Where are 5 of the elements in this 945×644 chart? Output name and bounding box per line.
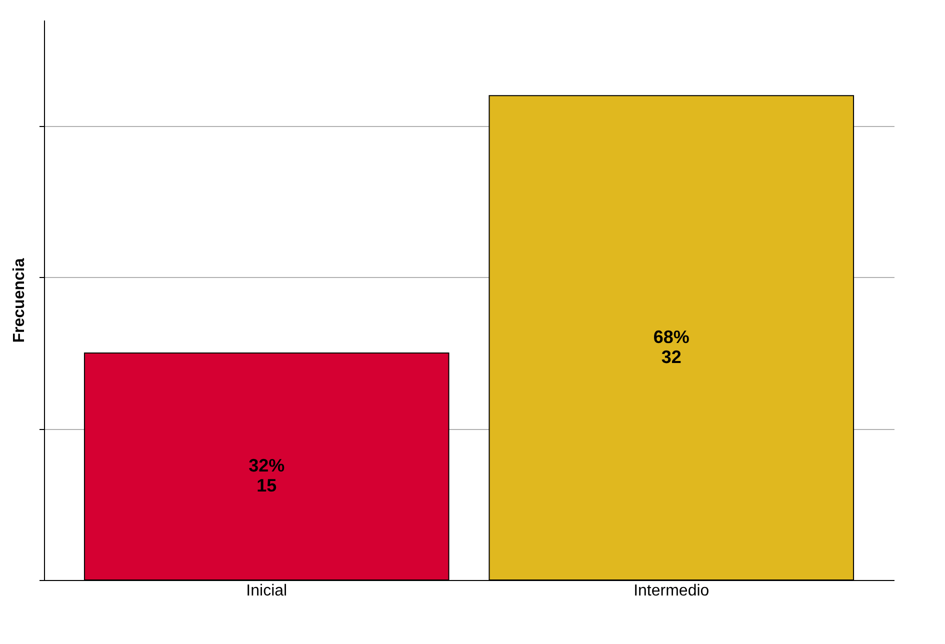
- data-label: 68% 32: [653, 326, 690, 367]
- x-tick-label: Intermedio: [634, 582, 710, 600]
- data-label: 32% 15: [248, 455, 285, 496]
- y-axis-title: Frecuencia: [11, 258, 28, 343]
- x-tick-label: Inicial: [246, 582, 288, 600]
